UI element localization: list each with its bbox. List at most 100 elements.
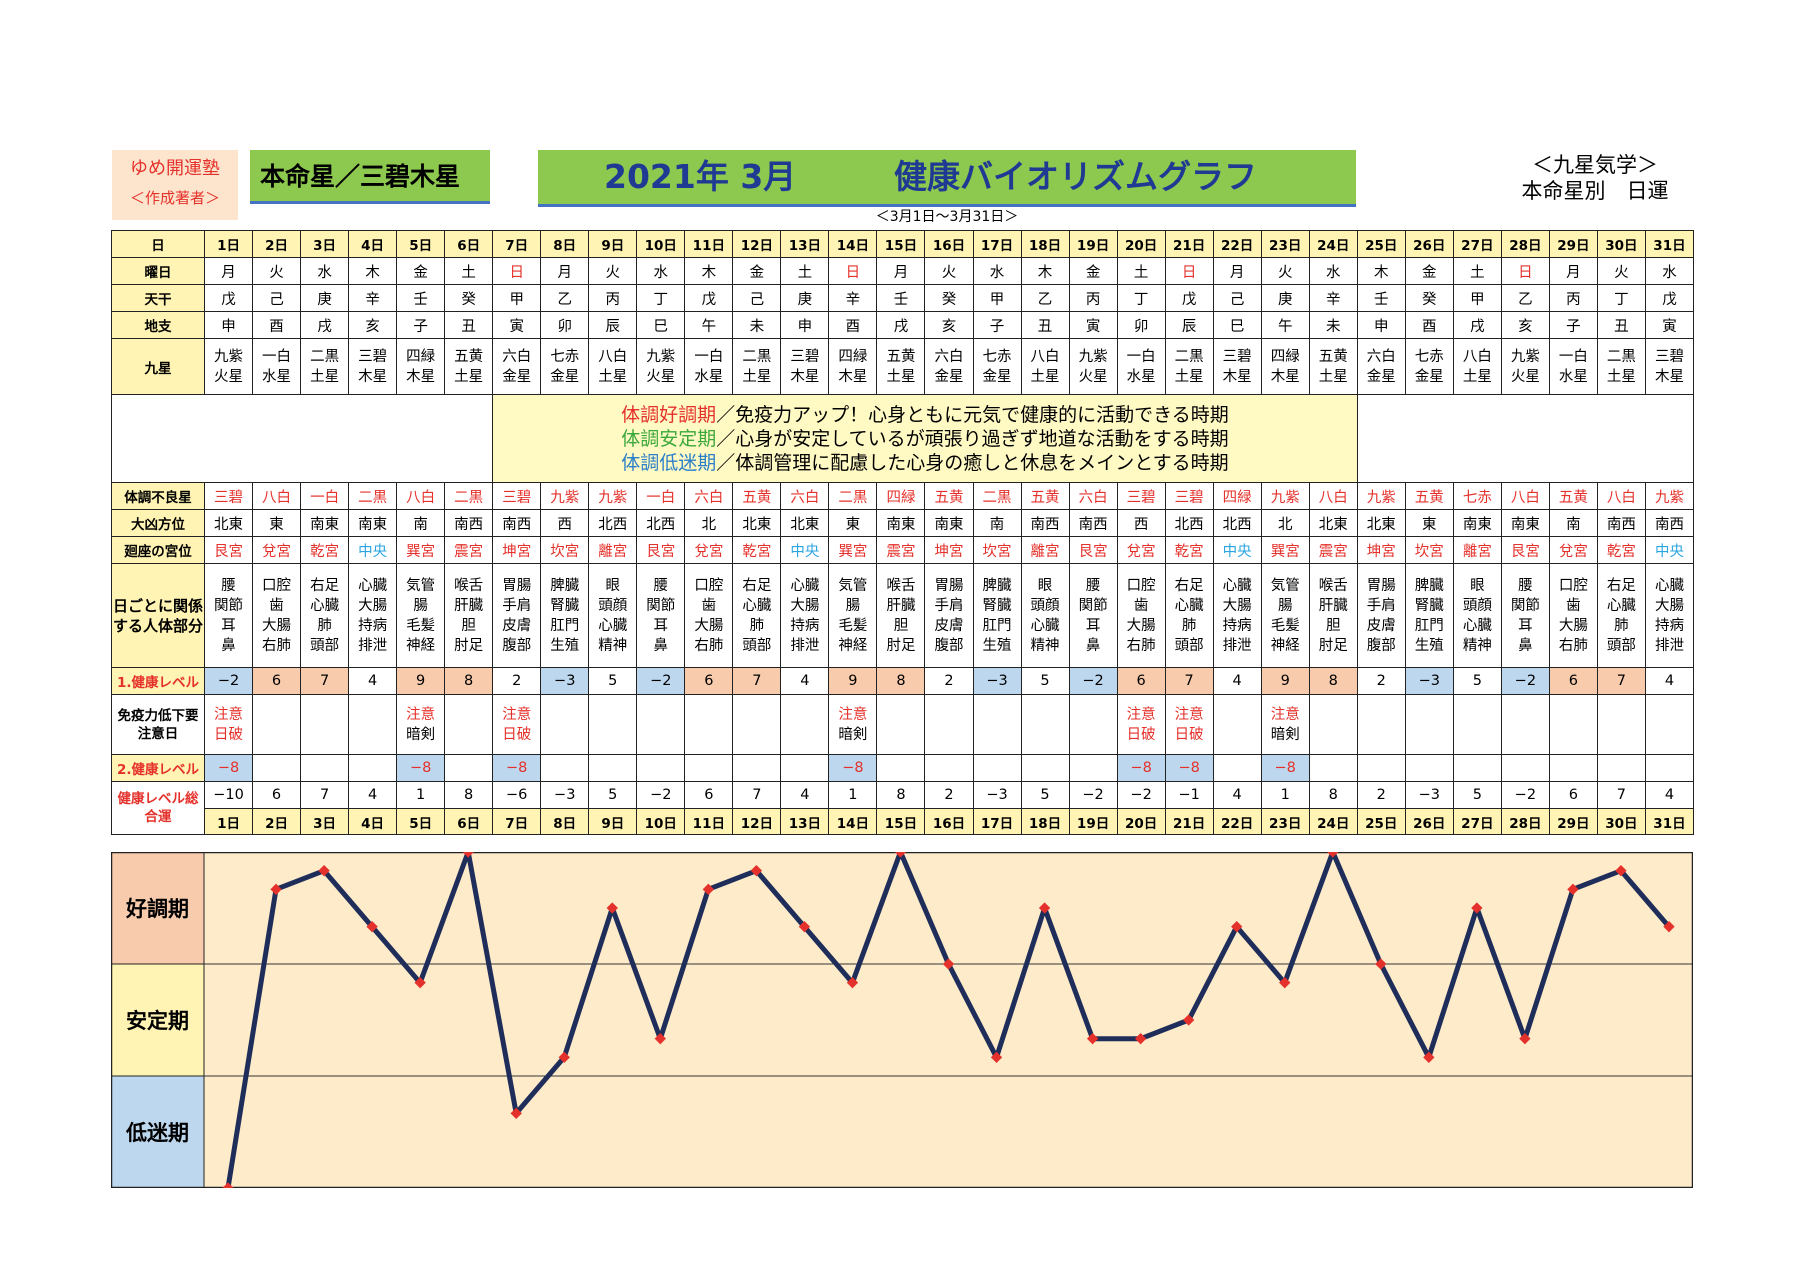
weekday-cell: 土: [444, 257, 494, 285]
chishi-cell: 酉: [1404, 311, 1454, 339]
weekday-cell: 木: [684, 257, 734, 285]
direction-cell: 北東: [1308, 509, 1358, 537]
row-label-immune: 免疫力低下要注意日: [111, 694, 205, 755]
kyusei-cell: 六白 金星: [1356, 338, 1406, 395]
kyusei-cell: 九紫 火星: [636, 338, 686, 395]
kyusei-cell: 八白 土星: [1452, 338, 1502, 395]
bad-star-cell: 九紫: [540, 482, 590, 510]
direction-cell: 南西: [444, 509, 494, 537]
body-part-cell-line: 右足: [310, 577, 340, 594]
total-cell: 7: [732, 781, 782, 809]
weekday-cell: 日: [1164, 257, 1214, 285]
bad-star-cell: 三碧: [492, 482, 542, 510]
kyusei-cell: 四緑 木星: [1260, 338, 1310, 395]
direction-cell: 東: [252, 509, 302, 537]
body-part-cell-line: 喉舌: [454, 577, 484, 594]
day-header: 12日: [732, 230, 782, 258]
row-label-tenkan: 天干: [111, 284, 205, 312]
chishi-cell: 未: [1308, 311, 1358, 339]
body-part-cell-line: 肘足: [886, 637, 916, 654]
day-footer: 25日: [1356, 808, 1406, 835]
body-part-cell-line: 胆: [1325, 617, 1341, 634]
chishi-cell: 戌: [300, 311, 350, 339]
body-part-cell-line: 手肩: [1366, 597, 1396, 614]
health2-cell: [1404, 754, 1454, 782]
weekday-cell: 月: [1548, 257, 1598, 285]
tenkan-cell: 壬: [1356, 284, 1406, 312]
health2-cell: −8: [1164, 754, 1214, 782]
body-part-cell-line: 大腸: [358, 597, 388, 614]
body-part-cell: 気管腸毛髪 神経: [396, 563, 446, 668]
kyusei-cell-line: 火星: [214, 368, 244, 385]
health2-cell: [540, 754, 590, 782]
weekday-cell: 日: [1500, 257, 1550, 285]
data-point: [1471, 902, 1483, 914]
health2-cell: [972, 754, 1022, 782]
total-cell: 4: [1644, 781, 1694, 809]
kyusei-cell-line: 火星: [1510, 368, 1540, 385]
kyusei-cell-line: 六白: [502, 348, 532, 365]
body-part-cell-line: 頭顔: [1030, 597, 1060, 614]
health1-cell: 9: [1260, 667, 1310, 695]
body-part-cell-line: 皮膚: [1366, 617, 1396, 634]
body-part-cell-line: 喉舌: [886, 577, 916, 594]
kyusei-cell-line: 一白: [1558, 348, 1588, 365]
total-cell: 5: [588, 781, 638, 809]
bad-star-cell: 六白: [780, 482, 830, 510]
direction-cell: 南東: [876, 509, 926, 537]
kyusei-cell-line: 金星: [502, 368, 532, 385]
data-point: [510, 1107, 522, 1119]
tenkan-cell: 壬: [396, 284, 446, 312]
day-footer: 3日: [300, 808, 350, 835]
day-header: 19日: [1068, 230, 1118, 258]
kyusei-cell: 八白 土星: [1020, 338, 1070, 395]
kyusei-cell-line: 金星: [550, 368, 580, 385]
body-part-cell-line: 肝臓: [454, 597, 484, 614]
body-part-cell-line: 腰: [1085, 577, 1101, 594]
day-footer: 31日: [1644, 808, 1694, 835]
immune-cell-line: 暗剣: [1270, 726, 1300, 743]
direction-cell: 北東: [732, 509, 782, 537]
immune-cell: [924, 694, 974, 755]
immune-cell: [636, 694, 686, 755]
day-footer: 26日: [1404, 808, 1454, 835]
bad-star-cell: 九紫: [588, 482, 638, 510]
body-part-cell: 腰関節耳鼻: [636, 563, 686, 668]
body-part-cell-line: 大腸: [262, 617, 292, 634]
body-part-cell: 腰関節耳鼻: [1068, 563, 1118, 668]
palace-cell: 艮宮: [1500, 536, 1550, 564]
body-part-cell-line: 生殖: [1414, 637, 1444, 654]
kyusei-cell: 一白 水星: [1116, 338, 1166, 395]
palace-cell: 乾宮: [732, 536, 782, 564]
health1-cell: 6: [252, 667, 302, 695]
day-header: 5日: [396, 230, 446, 258]
kyusei-cell: 一白 水星: [684, 338, 734, 395]
kyusei-cell: 五黄 土星: [876, 338, 926, 395]
row-label-bad_star: 体調不良星: [111, 482, 205, 510]
brand-box: ゆめ開運塾 ＜作成著者＞: [112, 150, 238, 220]
health1-cell: 4: [348, 667, 398, 695]
day-header: 6日: [444, 230, 494, 258]
day-header: 2日: [252, 230, 302, 258]
palace-cell: 乾宮: [300, 536, 350, 564]
day-header: 31日: [1644, 230, 1694, 258]
day-header: 3日: [300, 230, 350, 258]
weekday-cell: 木: [348, 257, 398, 285]
body-part-cell: 胃腸 手肩 皮膚 腹部: [492, 563, 542, 668]
kyusei-cell-line: 土星: [1030, 368, 1060, 385]
body-part-cell-line: 大腸: [1126, 617, 1156, 634]
honmei-label: 本命星／三碧木星: [250, 150, 490, 204]
bad-star-cell: 九紫: [1260, 482, 1310, 510]
body-part-cell-line: 歯: [701, 597, 717, 614]
body-part-cell: 右足 心臓肺頭部: [300, 563, 350, 668]
body-part-cell-line: 脾臓: [982, 577, 1012, 594]
tenkan-cell: 辛: [348, 284, 398, 312]
legend-box: 体調好調期／免疫力アップ！心身ともに元気で健康的に活動できる時期 体調安定期／心身…: [492, 394, 1358, 483]
body-part-cell: 眼頭顔 心臓 精神: [1452, 563, 1502, 668]
kyusei-cell-line: 土星: [310, 368, 340, 385]
body-part-cell-line: 肘足: [1318, 637, 1348, 654]
body-part-cell-line: 心臓: [598, 617, 628, 634]
day-header: 25日: [1356, 230, 1406, 258]
kyusei-cell-line: 土星: [454, 368, 484, 385]
kyusei-cell-line: 二黒: [1606, 348, 1636, 365]
